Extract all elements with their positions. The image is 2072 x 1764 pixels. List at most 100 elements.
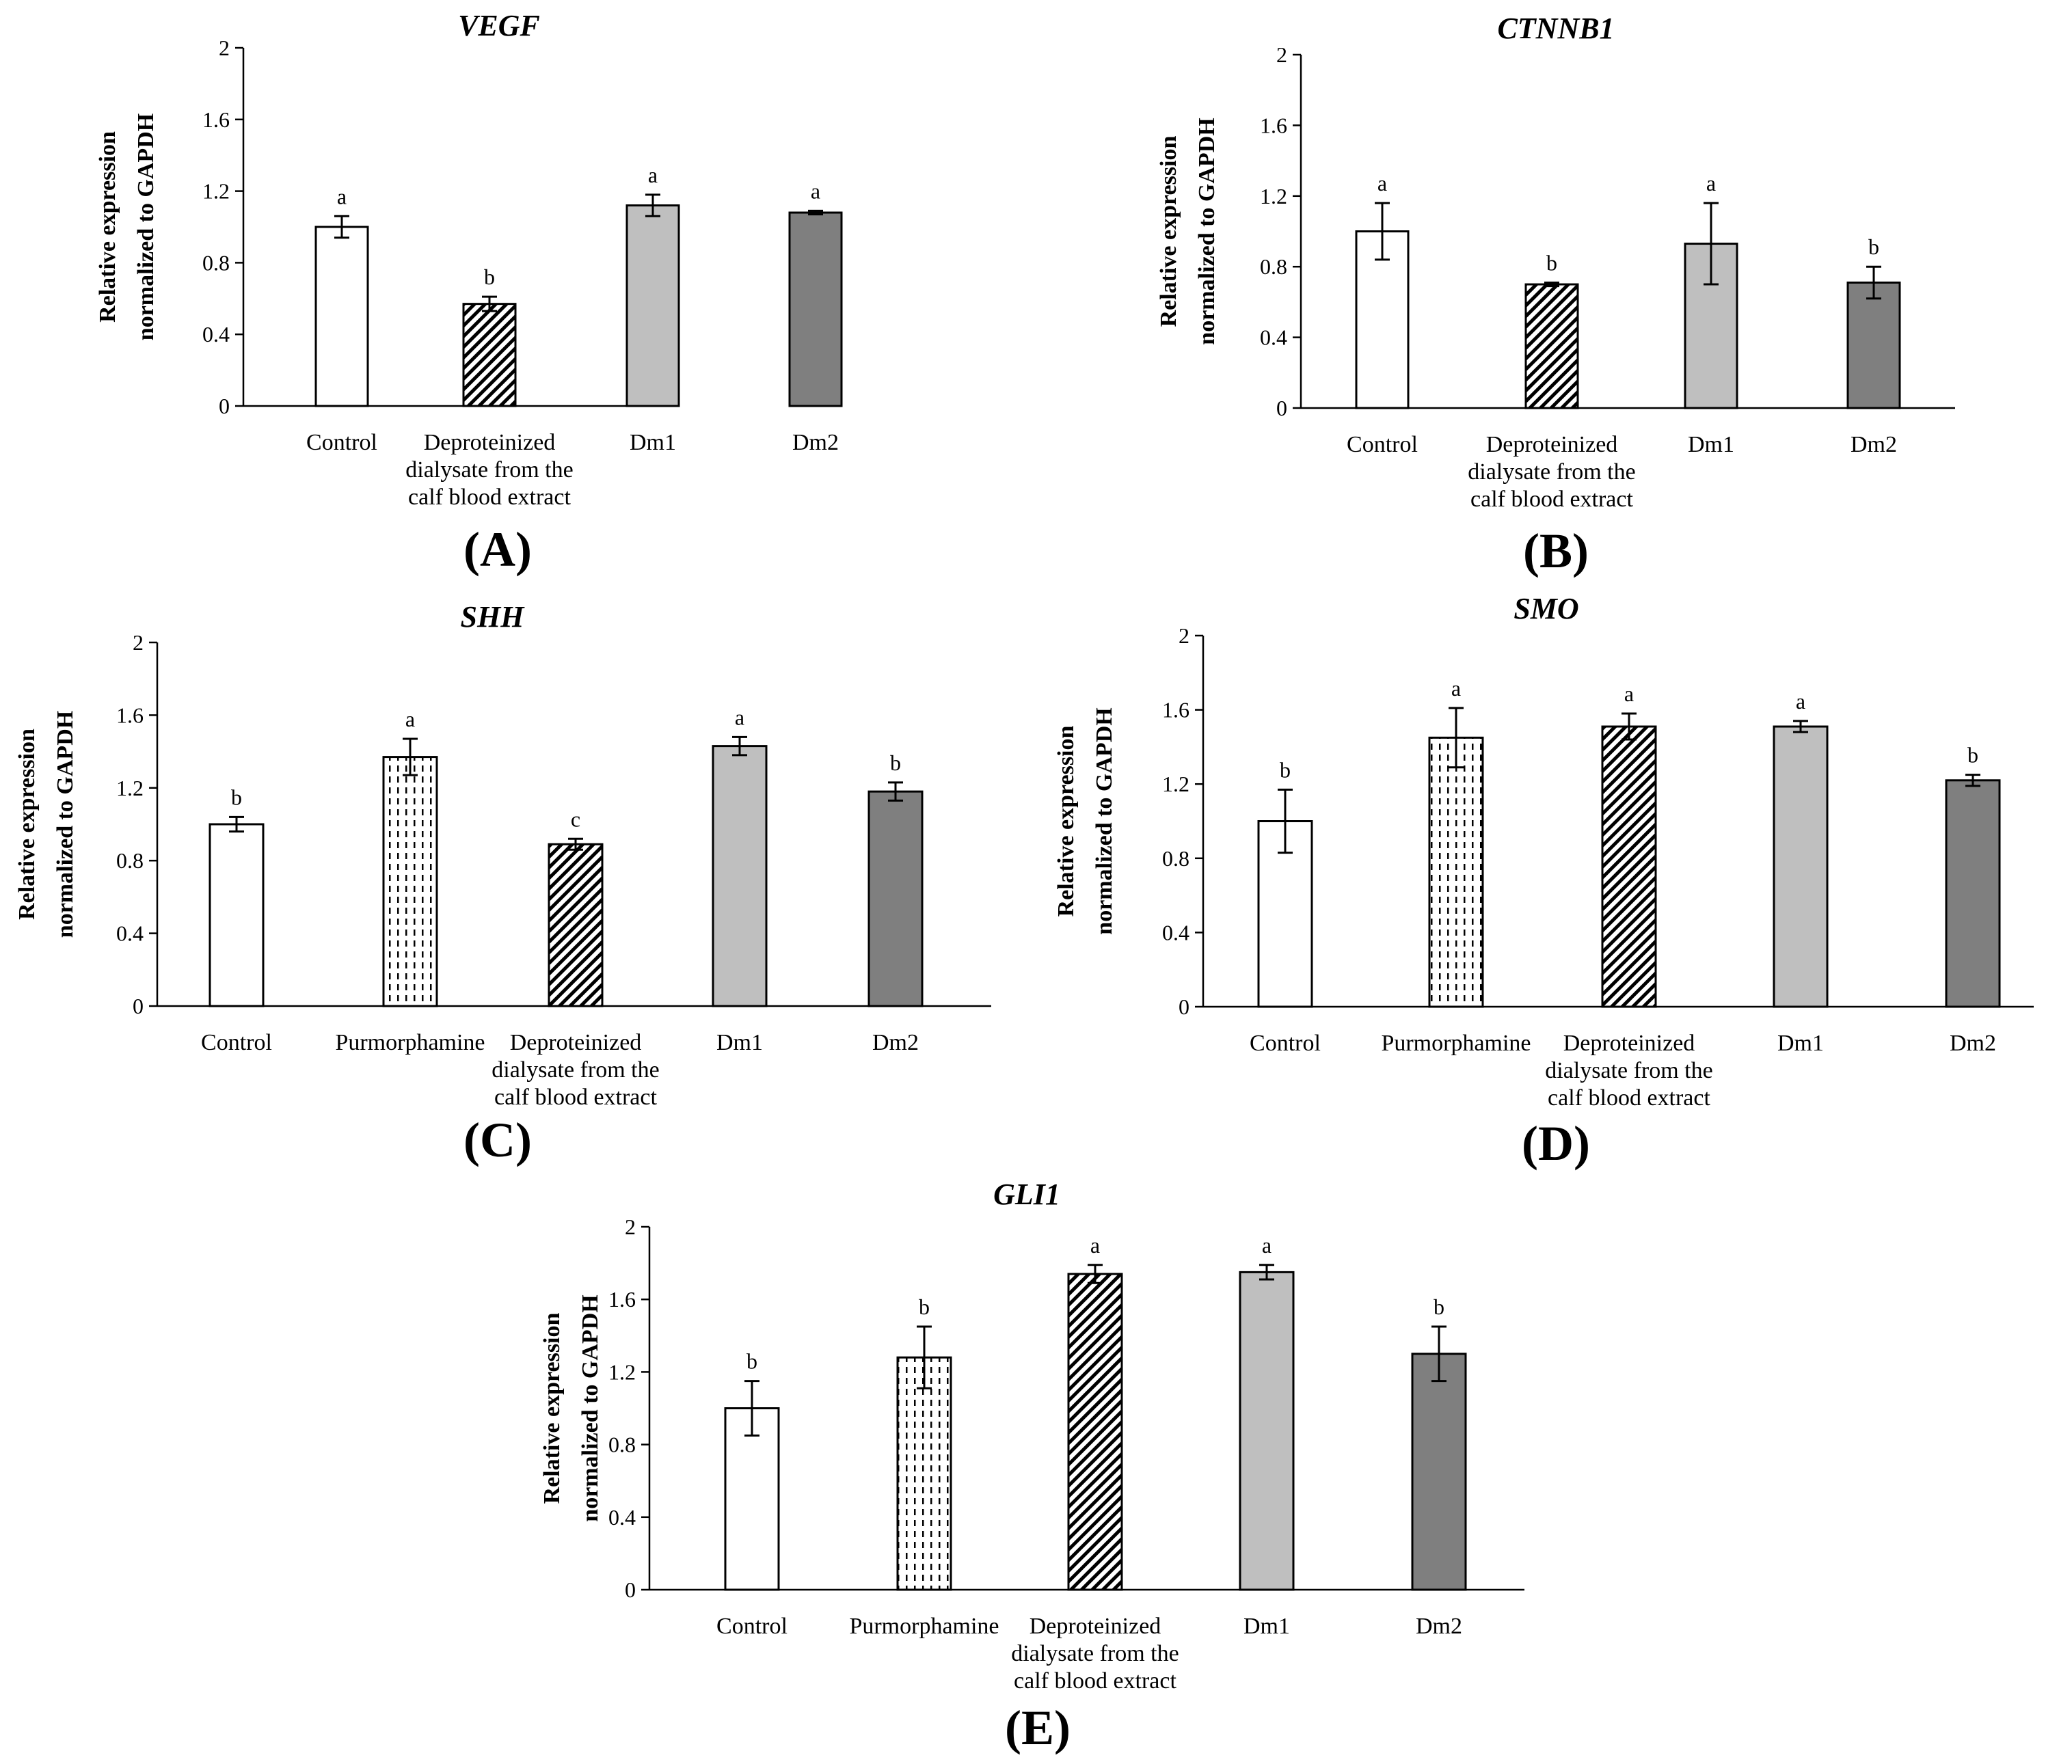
x-tick-label: Dm1	[1688, 432, 1734, 457]
x-tick-label-line: calf blood extract	[1548, 1085, 1710, 1111]
panel-label: (B)	[1523, 524, 1589, 578]
significance-label: a	[1706, 171, 1716, 195]
x-tick-label-line: Dm2	[792, 430, 839, 455]
bar	[1773, 725, 1829, 1008]
x-tick-label: Deproteinized dialysate from the calf bloo…	[492, 1030, 659, 1110]
bar	[625, 204, 680, 407]
y-tick-label: 1.6	[608, 1287, 636, 1312]
significance-label: b	[890, 750, 901, 775]
y-tick-label: 0.4	[608, 1505, 636, 1530]
x-tick-label-line: calf blood extract	[1470, 487, 1633, 512]
y-tick-label: 0.8	[116, 848, 144, 873]
bar	[1846, 281, 1901, 409]
chart-panel: SHH 0 0.4 0.8 1.2 1.6 2 Relative expression norm…	[14, 600, 991, 1167]
significance-label: a	[405, 707, 415, 731]
significance-label: a	[735, 705, 744, 729]
x-tick-label: Deproteinized dialysate from the calf bloo…	[1468, 432, 1635, 512]
y-axis-label-line: Relative expression	[14, 729, 40, 920]
x-tick-label: Dm1	[716, 1030, 763, 1055]
x-tick-label-line: Control	[1250, 1031, 1321, 1056]
bar	[314, 226, 369, 407]
x-tick-label-line: dialysate from the	[405, 457, 573, 483]
y-tick-label: 1.2	[202, 179, 230, 204]
x-tick-label-line: Dm2	[1950, 1031, 1996, 1056]
chart-panel: SMO 0 0.4 0.8 1.2 1.6 2 Relative expression norm…	[1053, 592, 2034, 1171]
y-axis-label: Relative expression normalized to GAPDH	[14, 711, 78, 938]
y-tick-label: 0	[1276, 396, 1287, 420]
y-tick-label: 0	[1179, 994, 1189, 1019]
x-tick-label: Dm1	[630, 430, 676, 455]
x-tick-label-line: dialysate from the	[1545, 1058, 1712, 1083]
x-tick-label-line: Control	[306, 430, 377, 455]
chart-title: SHH	[461, 600, 526, 634]
y-axis-label-line: Relative expression	[1053, 725, 1079, 917]
y-axis-label-line: Relative expression	[95, 131, 120, 323]
x-tick-label-line: dialysate from the	[492, 1057, 659, 1083]
y-tick-label: 1.2	[1162, 772, 1189, 796]
y-tick-label: 0.4	[1260, 325, 1287, 350]
bar	[1601, 725, 1657, 1008]
y-tick-label: 0.4	[116, 921, 144, 946]
y-tick-label: 1.2	[1260, 184, 1287, 208]
y-tick-label: 1.6	[1162, 698, 1189, 722]
y-tick-label: 1.2	[608, 1359, 636, 1384]
x-tick-label-line: Dm2	[1851, 432, 1897, 457]
significance-label: a	[1262, 1233, 1272, 1258]
x-tick-label: Deproteinized dialysate from the calf bloo…	[1545, 1031, 1712, 1111]
significance-label: b	[1868, 234, 1879, 259]
y-tick-label: 2	[1179, 623, 1189, 648]
significance-label: a	[1090, 1233, 1100, 1258]
x-tick-label: Control	[1347, 432, 1418, 457]
bar	[1524, 283, 1579, 409]
x-tick-label-line: Dm1	[1688, 432, 1734, 457]
significance-label: a	[1796, 689, 1805, 714]
y-tick-label: 2	[219, 36, 230, 60]
x-tick-label-line: Deproteinized	[1030, 1614, 1161, 1639]
x-tick-label: Deproteinized dialysate from the calf bloo…	[1011, 1614, 1179, 1694]
x-tick-label: Dm2	[1851, 432, 1897, 457]
x-tick-label-line: dialysate from the	[1011, 1641, 1179, 1666]
x-tick-label: Control	[306, 430, 377, 455]
bar	[1239, 1271, 1295, 1591]
x-tick-label-line: calf blood extract	[494, 1085, 657, 1110]
significance-label: a	[1377, 171, 1387, 195]
x-tick-label-line: Deproteinized	[510, 1030, 642, 1055]
chart-title: CTNNB1	[1497, 12, 1614, 45]
x-tick-label-line: Dm1	[1243, 1614, 1290, 1639]
y-axis-label-line: normalized to GAPDH	[133, 113, 159, 340]
x-tick-label-line: Dm1	[716, 1030, 763, 1055]
y-tick-label: 0.8	[608, 1433, 636, 1457]
bar	[462, 303, 517, 407]
bar	[208, 823, 265, 1007]
y-axis-label: Relative expression normalized to GAPDH	[539, 1294, 603, 1521]
y-tick-label: 2	[133, 630, 144, 655]
significance-label: c	[571, 806, 580, 831]
y-axis-label-line: normalized to GAPDH	[53, 711, 78, 938]
significance-label: b	[484, 264, 495, 289]
x-tick-label: Dm2	[792, 430, 839, 455]
chart-panel: CTNNB1 0 0.4 0.8 1.2 1.6 2 Relative expression n…	[1156, 12, 1955, 578]
significance-label: a	[337, 184, 347, 208]
x-tick-label: Dm2	[1416, 1614, 1462, 1639]
bar	[382, 756, 438, 1007]
chart-title: SMO	[1513, 592, 1578, 625]
x-tick-label: Dm2	[1950, 1031, 1996, 1056]
bar	[867, 790, 924, 1007]
x-tick-label: Dm1	[1243, 1614, 1290, 1639]
x-tick-label-line: Deproteinized	[424, 430, 556, 455]
significance-label: a	[1451, 676, 1461, 701]
panel-label: (C)	[463, 1113, 532, 1167]
y-tick-label: 0.4	[202, 322, 230, 347]
y-axis-label: Relative expression normalized to GAPDH	[1156, 118, 1220, 344]
x-tick-label-line: calf blood extract	[408, 485, 571, 510]
panel-label: (E)	[1005, 1700, 1071, 1755]
y-tick-label: 2	[1276, 42, 1287, 67]
y-tick-label: 0.4	[1162, 920, 1189, 945]
bar	[1355, 230, 1410, 409]
y-tick-label: 1.6	[1260, 113, 1287, 137]
significance-label: a	[648, 163, 658, 187]
y-tick-label: 0.8	[202, 250, 230, 275]
significance-label: b	[1546, 250, 1557, 275]
y-tick-label: 2	[625, 1215, 636, 1239]
y-tick-label: 0.8	[1162, 846, 1189, 871]
